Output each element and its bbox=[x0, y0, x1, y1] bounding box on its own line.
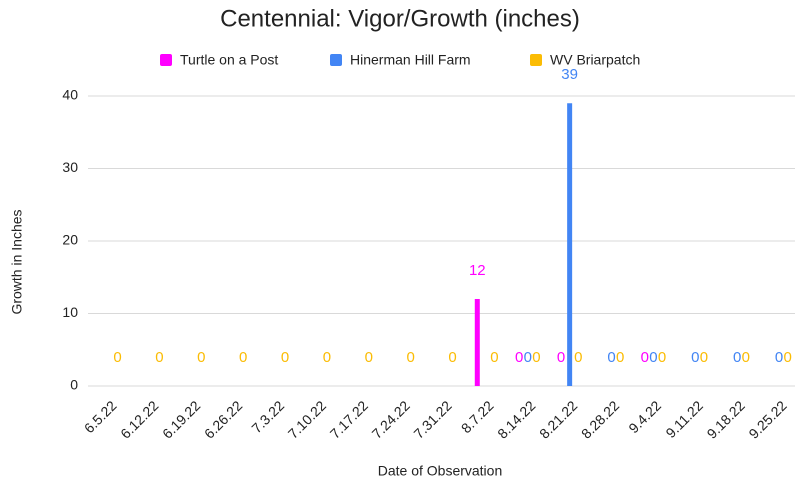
x-tick-label: 7.17.22 bbox=[327, 397, 371, 441]
x-tick-label: 7.3.22 bbox=[248, 397, 287, 436]
x-tick-label: 7.31.22 bbox=[410, 397, 454, 441]
data-label: 0 bbox=[197, 349, 205, 366]
data-label: 0 bbox=[700, 349, 708, 366]
x-tick-label: 7.24.22 bbox=[369, 397, 413, 441]
data-label: 0 bbox=[783, 349, 791, 366]
data-label: 0 bbox=[574, 349, 582, 366]
data-label: 39 bbox=[561, 66, 578, 83]
legend-label: WV Briarpatch bbox=[550, 52, 640, 68]
data-label: 0 bbox=[649, 349, 657, 366]
x-tick-label: 8.7.22 bbox=[458, 397, 497, 436]
data-label: 0 bbox=[407, 349, 415, 366]
x-tick-label: 9.4.22 bbox=[625, 397, 664, 436]
y-tick-label: 40 bbox=[62, 87, 78, 103]
data-label: 0 bbox=[607, 349, 615, 366]
x-tick-label: 6.19.22 bbox=[159, 397, 203, 441]
x-tick-label: 6.12.22 bbox=[117, 397, 161, 441]
x-tick-label: 8.14.22 bbox=[494, 397, 538, 441]
legend-swatch bbox=[160, 54, 172, 66]
y-axis-title: Growth in Inches bbox=[9, 209, 25, 314]
bar bbox=[567, 103, 573, 386]
data-label: 0 bbox=[365, 349, 373, 366]
data-label: 12 bbox=[469, 262, 486, 279]
x-tick-label: 9.18.22 bbox=[704, 397, 748, 441]
data-label: 0 bbox=[155, 349, 163, 366]
data-label: 0 bbox=[658, 349, 666, 366]
legend-swatch bbox=[330, 54, 342, 66]
x-tick-label: 7.10.22 bbox=[285, 397, 329, 441]
data-label: 0 bbox=[239, 349, 247, 366]
legend-label: Turtle on a Post bbox=[180, 52, 278, 68]
x-tick-label: 6.5.22 bbox=[81, 397, 120, 436]
data-label: 0 bbox=[113, 349, 121, 366]
data-label: 0 bbox=[515, 349, 523, 366]
legend-label: Hinerman Hill Farm bbox=[350, 52, 471, 68]
x-tick-label: 9.25.22 bbox=[745, 397, 789, 441]
data-label: 0 bbox=[641, 349, 649, 366]
data-label: 0 bbox=[532, 349, 540, 366]
chart-title: Centennial: Vigor/Growth (inches) bbox=[220, 5, 580, 32]
y-tick-label: 10 bbox=[62, 304, 78, 320]
x-tick-label: 9.11.22 bbox=[662, 397, 706, 441]
bar bbox=[474, 299, 480, 386]
data-label: 0 bbox=[490, 349, 498, 366]
x-tick-label: 8.28.22 bbox=[578, 397, 622, 441]
data-label: 0 bbox=[557, 349, 565, 366]
data-label: 0 bbox=[775, 349, 783, 366]
data-label: 0 bbox=[616, 349, 624, 366]
data-label: 0 bbox=[323, 349, 331, 366]
data-label: 0 bbox=[524, 349, 532, 366]
x-axis-title: Date of Observation bbox=[378, 463, 503, 479]
data-label: 0 bbox=[281, 349, 289, 366]
data-label: 0 bbox=[691, 349, 699, 366]
y-tick-label: 30 bbox=[62, 159, 78, 175]
x-tick-label: 8.21.22 bbox=[536, 397, 580, 441]
y-tick-label: 0 bbox=[70, 377, 78, 393]
data-label: 0 bbox=[448, 349, 456, 366]
y-tick-label: 20 bbox=[62, 232, 78, 248]
data-label: 0 bbox=[742, 349, 750, 366]
data-label: 0 bbox=[733, 349, 741, 366]
legend-swatch bbox=[530, 54, 542, 66]
x-tick-label: 6.26.22 bbox=[201, 397, 245, 441]
